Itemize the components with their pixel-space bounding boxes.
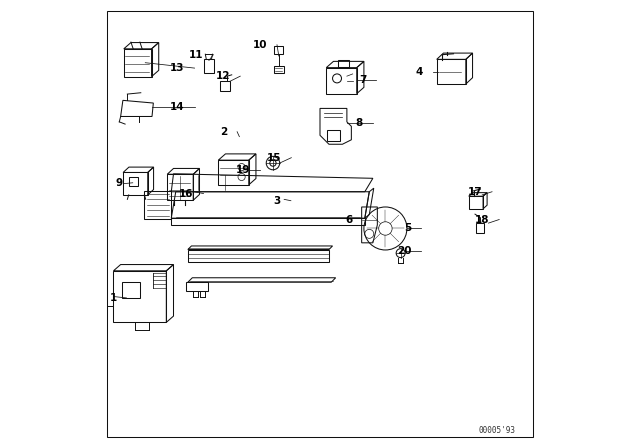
Text: 7: 7 — [359, 75, 367, 85]
Text: 20: 20 — [397, 246, 412, 256]
Text: 13: 13 — [170, 63, 185, 73]
Text: 18: 18 — [475, 215, 490, 224]
Text: 3: 3 — [274, 196, 281, 206]
Text: 12: 12 — [216, 71, 230, 81]
Text: 8: 8 — [356, 118, 363, 128]
Text: 5: 5 — [404, 224, 412, 233]
Text: 2: 2 — [220, 127, 227, 137]
Text: 4: 4 — [415, 67, 423, 77]
Text: 16: 16 — [179, 189, 194, 198]
Text: 19: 19 — [236, 165, 250, 175]
Text: 00005'93: 00005'93 — [479, 426, 515, 435]
Text: 6: 6 — [345, 215, 352, 224]
Text: 14: 14 — [170, 102, 185, 112]
Text: 1: 1 — [109, 293, 116, 303]
Text: 9: 9 — [116, 178, 123, 188]
Text: 11: 11 — [189, 50, 204, 60]
Text: 17: 17 — [468, 187, 482, 197]
Text: 15: 15 — [267, 153, 282, 163]
Text: 10: 10 — [253, 40, 267, 50]
